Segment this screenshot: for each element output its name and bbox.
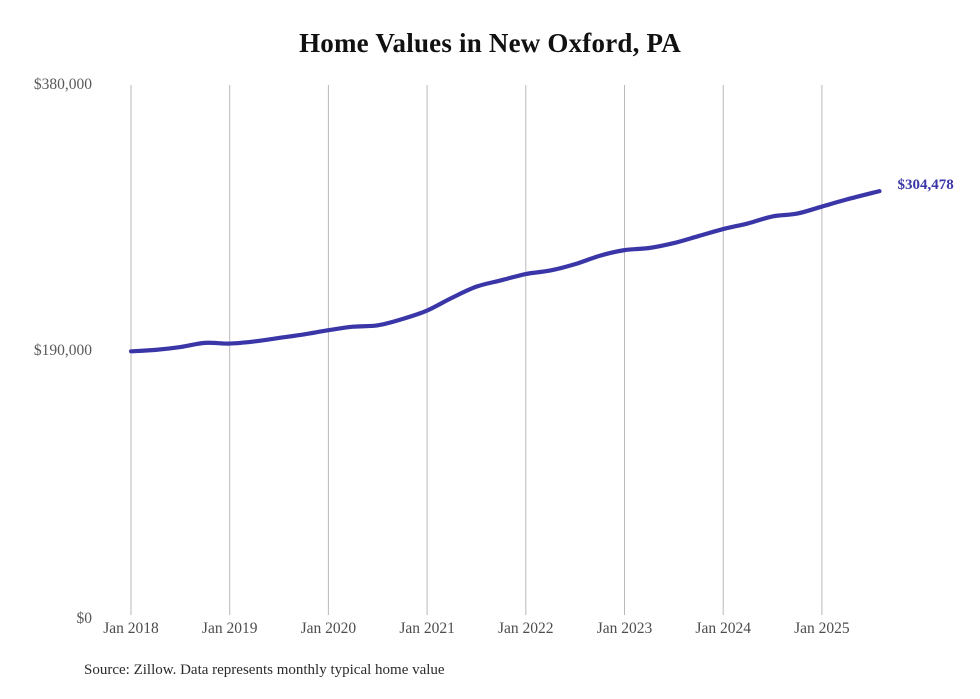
x-axis-tick-jan-2024: Jan 2024 [695, 620, 751, 637]
x-axis-tick-jan-2025: Jan 2025 [794, 620, 850, 637]
x-axis-tick-jan-2019: Jan 2019 [201, 620, 258, 637]
x-axis-tick-jan-2023: Jan 2023 [596, 620, 653, 637]
series-end-value-label: $304,478 [897, 177, 954, 194]
gridlines [130, 85, 823, 615]
x-axis-tick-jan-2018: Jan 2018 [103, 620, 159, 637]
series-line-typical-home-value [128, 189, 882, 354]
y-axis-tick-top: $380,000 [33, 76, 92, 93]
y-axis-tick-zero: $0 [76, 610, 93, 627]
x-axis-tick-jan-2022: Jan 2022 [498, 620, 554, 637]
x-axis-tick-jan-2021: Jan 2021 [399, 620, 455, 637]
chart-title: Home Values in New Oxford, PA [299, 28, 681, 58]
y-axis-tick-mid: $190,000 [33, 342, 92, 359]
x-axis-tick-jan-2020: Jan 2020 [300, 620, 357, 637]
source-note: Source: Zillow. Data represents monthly … [84, 662, 445, 678]
